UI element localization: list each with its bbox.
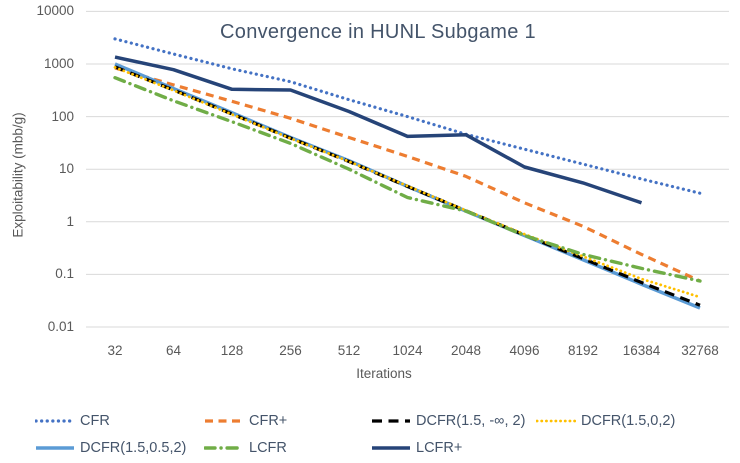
x-axis-title: Iterations — [356, 366, 412, 381]
legend-item-lcfr+: LCFR+ — [371, 440, 462, 456]
series-line-cfr+ — [114, 66, 701, 283]
y-tick-label: 0.1 — [55, 266, 74, 282]
y-tick-label: 100 — [51, 108, 74, 124]
x-tick-label: 32768 — [681, 343, 719, 358]
x-tick-label: 8192 — [567, 343, 599, 358]
x-tick-label: 2048 — [450, 343, 482, 358]
legend-marker — [372, 446, 410, 450]
legend-item-dcfr-1-5-0-5-2-: DCFR(1.5,0.5,2) — [35, 440, 186, 456]
legend-label: CFR — [80, 413, 110, 429]
x-tick-label: 128 — [220, 343, 244, 358]
legend-label: DCFR(1.5,0.5,2) — [80, 440, 187, 456]
y-tick-label: 1 — [66, 213, 74, 229]
x-tick-label: 32 — [107, 343, 123, 358]
legend-item-cfr+: CFR+ — [204, 413, 287, 429]
x-tick-label: 64 — [165, 343, 182, 358]
legend-marker — [205, 419, 243, 423]
chart-title: Convergence in HUNL Subgame 1 — [220, 21, 536, 43]
legend-label: LCFR — [249, 440, 287, 456]
legend-label: DCFR(1.5,0,2) — [581, 413, 676, 429]
series-line-lcfr — [113, 75, 702, 283]
legend-label: DCFR(1.5, -∞, 2) — [416, 413, 526, 429]
x-tick-label: 4096 — [509, 343, 540, 358]
y-tick-label: 10000 — [36, 3, 74, 19]
series-line-cfr — [113, 37, 702, 195]
legend-item-dcfr-1-5-2-: DCFR(1.5, -∞, 2) — [371, 413, 525, 429]
legend-marker — [372, 419, 410, 423]
x-tick-label: 1024 — [392, 343, 423, 358]
y-tick-label: 1000 — [43, 56, 74, 71]
legend-marker — [35, 419, 75, 423]
x-tick-label: 512 — [337, 343, 361, 358]
x-tick-label: 16384 — [622, 343, 661, 358]
legend-label: LCFR+ — [416, 440, 463, 456]
legend-item-lcfr: LCFR — [204, 440, 287, 456]
y-tick-label: 10 — [58, 161, 74, 177]
x-tick-label: 256 — [279, 343, 302, 358]
legend-label: CFR+ — [249, 413, 288, 429]
y-tick-label: 0.01 — [47, 319, 74, 334]
legend-marker — [204, 446, 244, 450]
series-line-lcfr+ — [114, 55, 643, 205]
legend-item-cfr: CFR — [35, 413, 110, 429]
series-line-dcfr-1-5-0-2- — [113, 66, 702, 299]
legend-marker — [36, 446, 74, 450]
legend-item-dcfr-1-5-0-2-: DCFR(1.5,0,2) — [536, 413, 675, 429]
legend-marker — [536, 419, 576, 423]
